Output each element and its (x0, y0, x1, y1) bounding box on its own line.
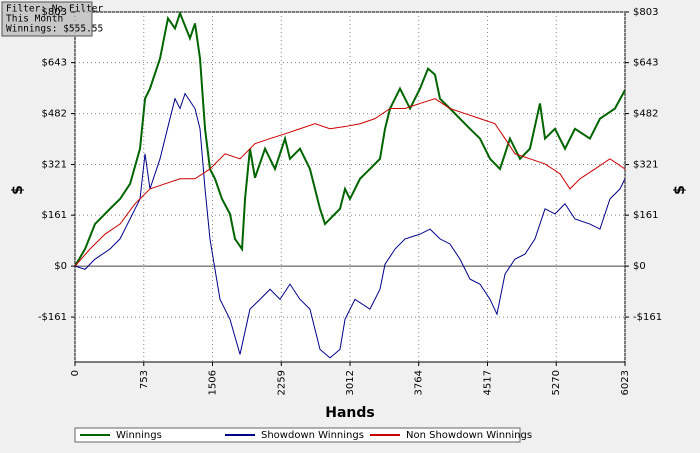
y-tick-label: -$161 (38, 312, 67, 323)
x-tick-label: 2259 (276, 370, 287, 395)
x-tick-label: 3764 (414, 370, 425, 395)
y-tick-label: $482 (633, 109, 658, 120)
legend (74, 427, 521, 443)
y-tick-label: $482 (42, 109, 67, 120)
x-tick-label: 6023 (620, 370, 631, 395)
y-tick-label: $643 (633, 58, 658, 69)
legend-label: Showdown Winnings (261, 430, 364, 441)
x-tick-label: 753 (139, 370, 150, 389)
y-tick-label: $161 (42, 210, 67, 221)
y-tick-label: $803 (42, 7, 67, 18)
y-tick-label: $0 (54, 261, 67, 272)
y-tick-label: -$161 (633, 312, 662, 323)
legend-label: Winnings (116, 430, 162, 441)
info-text: This Month (6, 14, 63, 25)
x-axis-label: Hands (325, 405, 375, 421)
y-axis-label: $ (672, 185, 688, 195)
info-text: Filter: No Filter (6, 4, 104, 15)
series-line (75, 98, 625, 267)
y-tick-label: $161 (633, 210, 658, 221)
x-tick-label: 0 (70, 370, 81, 376)
y-axis-label: $ (10, 185, 26, 195)
info-box (1, 1, 93, 37)
y-tick-label: $0 (633, 261, 646, 272)
x-tick-label: 3012 (345, 370, 356, 395)
x-tick-label: 5270 (551, 370, 562, 395)
y-tick-label: $643 (42, 58, 67, 69)
legend-label: Non Showdown Winnings (406, 430, 532, 441)
plot-area (74, 11, 626, 363)
series-line (75, 92, 625, 359)
y-tick-label: $321 (42, 160, 67, 171)
info-text: Winnings: $555.55 (6, 24, 103, 35)
y-tick-label: $803 (633, 7, 658, 18)
x-tick-label: 1506 (208, 370, 219, 395)
y-tick-label: $321 (633, 160, 658, 171)
x-tick-label: 4517 (482, 370, 493, 395)
series-line (75, 12, 625, 267)
